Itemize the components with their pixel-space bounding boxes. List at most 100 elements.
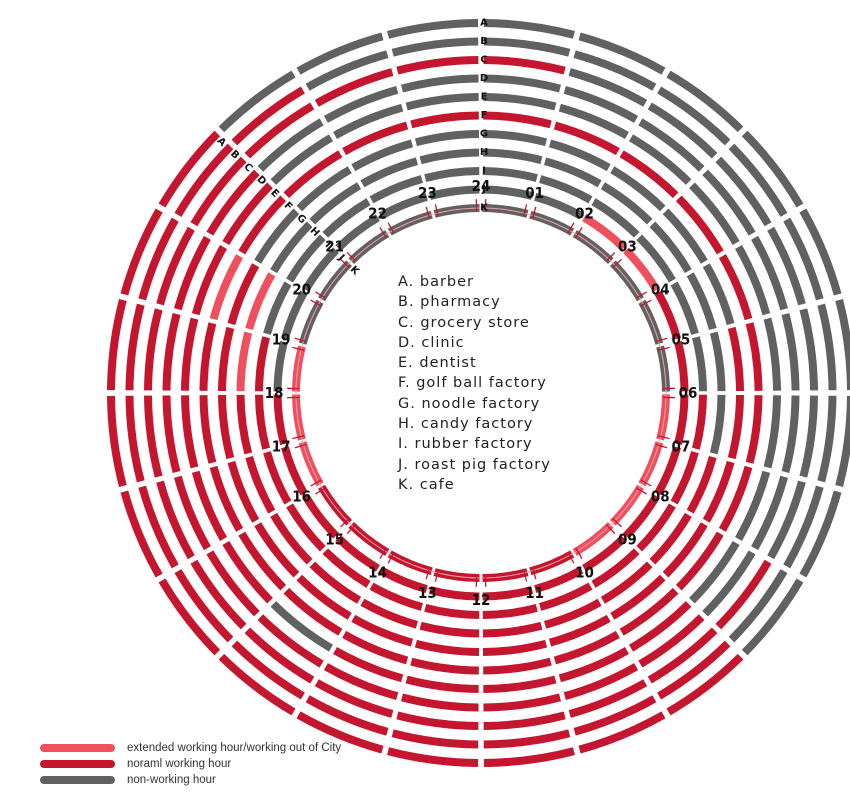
segment-A-h16 xyxy=(120,490,163,578)
segment-F-h16 xyxy=(209,465,244,532)
segment-C-h13 xyxy=(314,679,394,718)
segment-B-h20 xyxy=(174,143,234,217)
hour-tick-02-0 xyxy=(567,222,575,234)
segment-H-h18 xyxy=(236,331,253,392)
hour-label-15: 15 xyxy=(325,530,344,548)
hour-labels: 24 01 02 03 04 05 06 07 08 09 10 11 12 13 14 15 16 17 18 19… xyxy=(265,177,698,609)
segment-A-h7 xyxy=(799,490,842,578)
ring-B xyxy=(125,37,837,749)
segment-H-h3 xyxy=(649,221,692,274)
segment-D-h23 xyxy=(400,74,479,93)
hour-tick-07-1 xyxy=(655,443,668,449)
segment-B-h5 xyxy=(817,303,837,391)
segment-C-h3 xyxy=(715,156,772,227)
segment-A-h0 xyxy=(483,19,575,39)
segment-I-h10 xyxy=(539,582,593,611)
facility-legend-item: F. golf ball factory xyxy=(398,375,547,392)
hour-tick-15-1 xyxy=(340,518,350,528)
segment-F-h13 xyxy=(342,630,409,665)
hour-tick-04-0 xyxy=(635,291,647,299)
segment-J-h23 xyxy=(428,185,480,200)
segment-D-h22 xyxy=(323,86,399,123)
ring-letter-F: F xyxy=(481,110,488,121)
segment-J-h7 xyxy=(654,446,682,496)
segment-A-h10 xyxy=(578,711,666,754)
hour-tick-22-1 xyxy=(387,222,395,234)
ring-letter-H: H xyxy=(480,147,488,158)
facility-legend-item: B. pharmacy xyxy=(398,294,501,311)
hour-tick-21-1 xyxy=(346,252,356,262)
hour-tick-23-1 xyxy=(434,204,439,217)
segment-D-h7 xyxy=(751,475,788,551)
segment-E-h7 xyxy=(735,470,771,541)
segment-C-h9 xyxy=(647,627,718,684)
segment-K-h9 xyxy=(572,521,614,556)
facility-legend-item: K. cafe xyxy=(398,476,455,493)
segment-D-h18 xyxy=(162,312,181,391)
segment-G-h2 xyxy=(610,166,666,212)
segment-F-h21 xyxy=(283,150,343,199)
segment-K-h17 xyxy=(292,394,306,441)
hour-tick-14-1 xyxy=(379,547,387,559)
ring-letter-I: I xyxy=(482,166,486,177)
segment-K-h16 xyxy=(298,441,324,487)
segment-A-h9 xyxy=(666,653,744,716)
ring-E xyxy=(181,93,781,693)
hour-tick-07-0 xyxy=(657,435,670,440)
segment-F-h10 xyxy=(553,630,620,665)
segment-C-h20 xyxy=(190,156,247,227)
hour-tick-08-1 xyxy=(635,487,647,495)
hour-label-11: 11 xyxy=(525,584,544,602)
segment-C-h14 xyxy=(244,627,315,684)
segment-J-h10 xyxy=(534,566,584,594)
segment-K-h6 xyxy=(656,394,670,441)
segment-I-h1 xyxy=(539,175,593,204)
segment-B-h17 xyxy=(125,395,145,483)
segment-I-h9 xyxy=(591,548,640,588)
segment-K-h21 xyxy=(348,230,390,265)
segment-D-h6 xyxy=(781,395,800,474)
segment-G-h11 xyxy=(482,639,548,656)
segment-K-h5 xyxy=(656,345,670,392)
segment-G-h3 xyxy=(662,208,708,264)
segment-C-h16 xyxy=(156,480,195,560)
segment-A-h13 xyxy=(296,711,384,754)
ring-F xyxy=(199,111,763,675)
segment-C-h8 xyxy=(715,559,772,630)
segment-E-h17 xyxy=(181,395,199,469)
segment-H-h7 xyxy=(686,455,717,514)
segment-E-h13 xyxy=(333,647,404,683)
segment-K-h8 xyxy=(609,484,644,526)
segment-F-h3 xyxy=(675,195,724,255)
segment-K-h3 xyxy=(609,260,644,302)
segment-A-h11 xyxy=(483,747,575,767)
segment-G-h14 xyxy=(296,574,352,620)
segment-B-h14 xyxy=(231,640,305,700)
key-label-normal: noraml working hour xyxy=(127,758,232,770)
segment-D-h13 xyxy=(323,663,399,700)
segment-K-h13 xyxy=(387,550,433,576)
segment-G-h6 xyxy=(727,394,744,460)
segment-F-h4 xyxy=(718,254,753,321)
hour-tick-04-1 xyxy=(640,299,652,307)
hour-label-08: 08 xyxy=(651,488,670,506)
segment-K-h7 xyxy=(638,441,664,487)
segment-E-h9 xyxy=(628,601,692,652)
segment-K-h15 xyxy=(318,484,353,526)
segment-I-h17 xyxy=(255,394,271,450)
ring-letter-K: K xyxy=(480,203,489,214)
segment-J-h2 xyxy=(582,214,627,251)
segment-I-h21 xyxy=(322,198,371,238)
hour-label-13: 13 xyxy=(418,584,437,602)
hour-tick-02-1 xyxy=(575,227,583,239)
hour-tick-09-0 xyxy=(612,518,622,528)
ring-G xyxy=(218,130,744,656)
segment-D-h4 xyxy=(751,235,788,311)
hour-tick-14-0 xyxy=(387,552,395,564)
segment-H-h12 xyxy=(419,621,480,638)
segment-K-h11 xyxy=(482,568,529,582)
segment-E-h16 xyxy=(191,470,227,541)
segment-G-h10 xyxy=(548,614,611,647)
segment-G-h17 xyxy=(218,394,235,460)
